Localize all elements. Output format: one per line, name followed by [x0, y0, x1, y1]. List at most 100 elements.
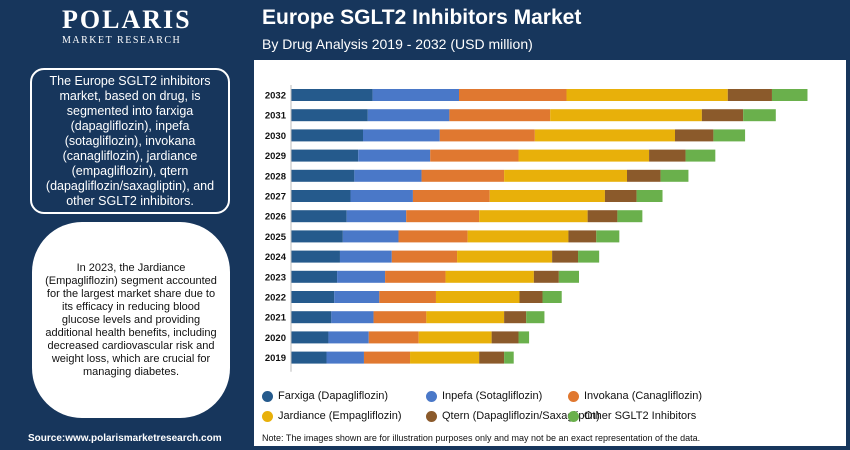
bar-2026-series-3 [479, 210, 588, 223]
source-text: Source:www.polarismarketresearch.com [28, 433, 222, 444]
bar-2030-series-2 [439, 129, 535, 142]
bar-2027-series-0 [291, 190, 351, 202]
bar-2022-series-0 [291, 291, 335, 303]
disclaimer-note: Note: The images shown are for illustrat… [262, 433, 701, 443]
bar-2027-series-4 [604, 190, 637, 202]
bar-2019-series-4 [479, 351, 505, 364]
bar-2022-series-4 [519, 291, 543, 303]
bar-2027-series-5 [636, 190, 663, 202]
bar-2031-series-2 [449, 109, 551, 122]
bar-2019-series-1 [326, 351, 364, 364]
bar-2020-series-0 [291, 331, 329, 344]
chart-panel: 2032 2031 2030 2029 2028 2027 2026 2025 2024 2023… [254, 60, 846, 446]
bar-2032-series-2 [459, 89, 567, 101]
bar-2020-series-5 [518, 331, 530, 344]
bar-2023-series-1 [337, 270, 386, 283]
bar-2032-series-3 [566, 89, 728, 101]
bar-2032-series-1 [372, 89, 459, 101]
year-label-2026: 2026 [265, 212, 286, 223]
legend-item-3: Jardiance (Empagliflozin) [262, 410, 402, 422]
bar-2021-series-3 [426, 311, 505, 324]
highlight-box: In 2023, the Jardiance (Empagliflozin) s… [32, 222, 230, 418]
year-label-2021: 2021 [265, 313, 287, 324]
bar-2019-series-3 [410, 351, 480, 364]
bar-2031-series-4 [701, 109, 744, 122]
legend-swatch [568, 390, 579, 402]
bar-2031-series-3 [550, 109, 702, 122]
bar-2025-series-0 [291, 230, 343, 243]
page-subtitle: By Drug Analysis 2019 - 2032 (USD millio… [262, 36, 533, 52]
bar-2027-series-2 [412, 190, 490, 202]
bar-2028-series-3 [504, 169, 627, 182]
legend-item-2: Invokana (Canagliflozin) [568, 390, 702, 402]
bar-2029-series-0 [291, 149, 359, 162]
bar-2022-series-1 [334, 291, 380, 303]
bar-2032-series-0 [291, 89, 373, 101]
bar-2030-series-1 [363, 129, 440, 142]
bar-2023-series-3 [445, 270, 534, 283]
legend-item-0: Farxiga (Dapagliflozin) [262, 390, 388, 402]
bar-2030-series-0 [291, 129, 363, 142]
bar-2025-series-2 [398, 230, 468, 243]
bar-2030-series-3 [534, 129, 675, 142]
bar-2026-series-5 [617, 210, 643, 223]
bar-2028-series-4 [627, 169, 661, 182]
bar-2024-series-1 [339, 250, 392, 263]
bar-2031-series-1 [367, 109, 450, 122]
bar-2023-series-2 [385, 270, 446, 283]
logo-subtitle: MARKET RESEARCH [62, 35, 182, 46]
bar-2021-series-1 [331, 311, 374, 324]
bar-2032-series-4 [727, 89, 772, 101]
legend-swatch [426, 410, 437, 422]
bar-2029-series-4 [649, 149, 686, 162]
bar-2030-series-4 [675, 129, 714, 142]
bar-2028-series-2 [421, 169, 505, 182]
year-label-2032: 2032 [265, 91, 286, 102]
bar-2021-series-2 [373, 311, 427, 324]
summary-box: The Europe SGLT2 inhibitors market, base… [30, 68, 230, 214]
bar-2027-series-3 [489, 190, 605, 202]
bar-2031-series-0 [291, 109, 368, 122]
bar-2029-series-3 [518, 149, 650, 162]
bar-2025-series-5 [596, 230, 620, 243]
legend-label: Jardiance (Empagliflozin) [278, 410, 402, 422]
year-label-2023: 2023 [265, 272, 286, 283]
stacked-bar-chart: 2032 2031 2030 2029 2028 2027 2026 2025 2024 2023… [265, 85, 808, 372]
legend-label: Farxiga (Dapagliflozin) [278, 390, 389, 402]
legend-swatch [262, 410, 273, 422]
bar-2025-series-3 [467, 230, 569, 243]
bar-2027-series-1 [350, 190, 413, 202]
bar-2025-series-1 [342, 230, 399, 243]
page-title: Europe SGLT2 Inhibitors Market [262, 6, 582, 29]
bar-2029-series-1 [358, 149, 431, 162]
bar-2023-series-4 [533, 270, 559, 283]
legend-item-5: Other SGLT2 Inhibitors [568, 410, 696, 422]
bar-2021-series-5 [526, 311, 545, 324]
bar-2028-series-5 [660, 169, 689, 182]
year-label-2020: 2020 [265, 333, 286, 344]
bar-2030-series-5 [713, 129, 746, 142]
bar-2024-series-3 [457, 250, 553, 263]
bar-2019-series-5 [504, 351, 514, 364]
bar-2019-series-0 [291, 351, 327, 364]
bar-2024-series-5 [578, 250, 600, 263]
year-label-2027: 2027 [265, 192, 286, 203]
bar-2032-series-5 [771, 89, 808, 101]
year-label-2031: 2031 [265, 111, 287, 122]
bar-2020-series-4 [491, 331, 519, 344]
bar-2029-series-2 [430, 149, 519, 162]
bar-2028-series-0 [291, 169, 355, 182]
bar-2023-series-0 [291, 270, 338, 283]
legend-item-4: Qtern (Dapagliflozin/Saxagliptin) [426, 410, 600, 422]
year-label-2028: 2028 [265, 171, 286, 182]
bar-2026-series-2 [406, 210, 480, 223]
bar-2026-series-0 [291, 210, 347, 223]
bar-2024-series-4 [552, 250, 579, 263]
bar-2022-series-3 [435, 291, 520, 303]
bar-2026-series-1 [346, 210, 407, 223]
bar-2021-series-0 [291, 311, 332, 324]
bar-2025-series-4 [568, 230, 597, 243]
bar-2022-series-5 [542, 291, 562, 303]
legend-swatch [262, 390, 273, 402]
